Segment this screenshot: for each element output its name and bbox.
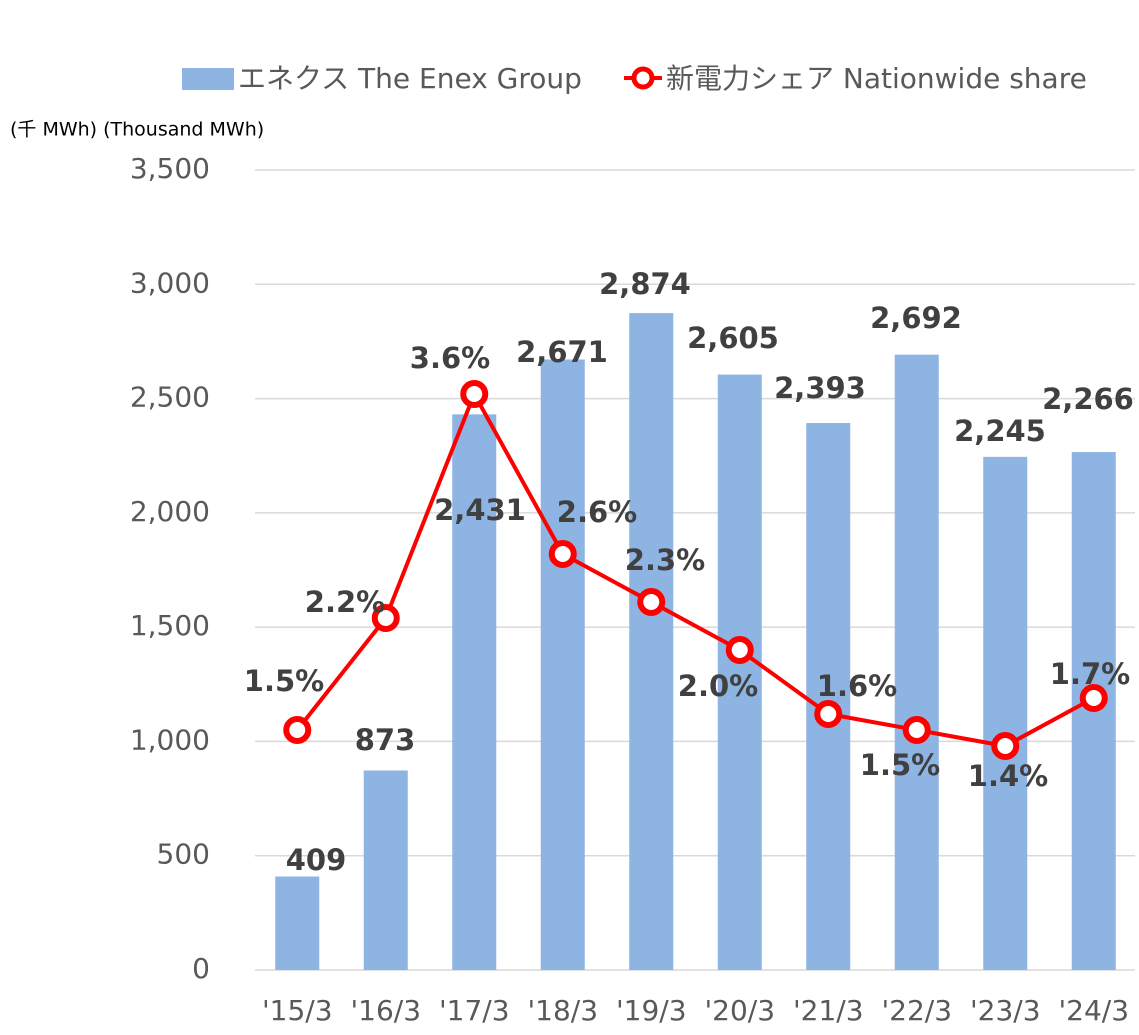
bar — [983, 456, 1028, 970]
data-label: 2,692 — [870, 301, 962, 335]
y-tick-label: 3,000 — [130, 266, 210, 299]
x-tick-label: '22/3 — [881, 994, 952, 1027]
line-marker — [1079, 684, 1108, 712]
legend-swatch — [182, 68, 234, 90]
legend-marker — [631, 66, 655, 90]
data-label: 1.7% — [1050, 657, 1130, 691]
bar — [275, 876, 320, 970]
y-tick-label: 2,000 — [130, 495, 210, 528]
line — [295, 389, 1095, 749]
data-label: 2.0% — [678, 669, 758, 703]
bar — [540, 359, 585, 970]
data-label: 2.3% — [625, 543, 705, 577]
data-label: 1.6% — [817, 669, 897, 703]
data-label: 1.4% — [968, 759, 1048, 793]
x-tick-label: '16/3 — [350, 994, 421, 1027]
x-tick-label: '19/3 — [616, 994, 687, 1027]
x-tick-label: '23/3 — [970, 994, 1041, 1027]
data-label: 2.2% — [305, 585, 385, 619]
bar — [629, 313, 674, 971]
y-tick-label: 2,500 — [130, 381, 210, 414]
data-label: 2,671 — [516, 335, 608, 369]
data-label: 1.5% — [244, 664, 324, 698]
bar — [894, 354, 939, 971]
x-tick-label: '21/3 — [793, 994, 864, 1027]
data-label: 2,605 — [687, 321, 779, 355]
line-marker — [637, 588, 666, 616]
line-marker — [371, 604, 400, 632]
line-marker — [283, 716, 312, 744]
data-label: 1.5% — [860, 748, 940, 782]
bar — [452, 414, 497, 970]
x-tick-label: '18/3 — [527, 994, 598, 1027]
y-tick-label: 500 — [157, 838, 210, 871]
x-tick-label: '15/3 — [262, 994, 333, 1027]
legend-label: 新電力シェア Nationwide share — [666, 62, 1087, 95]
line-marker — [902, 716, 931, 744]
data-label: 2,245 — [954, 414, 1046, 448]
y-tick-label: 1,500 — [130, 609, 210, 642]
bar — [717, 374, 762, 971]
bar — [363, 770, 408, 970]
legend-label: エネクス The Enex Group — [238, 62, 582, 95]
line-marker — [814, 700, 843, 728]
bar — [806, 423, 851, 970]
data-label: 2.6% — [557, 495, 637, 529]
x-tick-label: '24/3 — [1058, 994, 1129, 1027]
data-label: 409 — [286, 843, 347, 877]
y-axis-label: (千 MWh) (Thousand MWh) — [10, 119, 264, 141]
data-label: 2,393 — [774, 371, 866, 405]
line-marker — [991, 732, 1020, 760]
data-label: 873 — [355, 723, 416, 757]
data-label: 2,874 — [599, 267, 691, 301]
line-marker — [460, 380, 489, 408]
line-marker — [725, 636, 754, 664]
data-label: 2,266 — [1042, 382, 1134, 416]
line-marker — [548, 540, 577, 568]
y-tick-label: 0 — [192, 952, 210, 985]
x-tick-label: '17/3 — [439, 994, 510, 1027]
x-tick-label: '20/3 — [704, 994, 775, 1027]
data-label: 3.6% — [410, 341, 490, 375]
data-label: 2,431 — [434, 493, 526, 527]
y-tick-label: 3,500 — [130, 152, 210, 185]
y-tick-label: 1,000 — [130, 723, 210, 756]
